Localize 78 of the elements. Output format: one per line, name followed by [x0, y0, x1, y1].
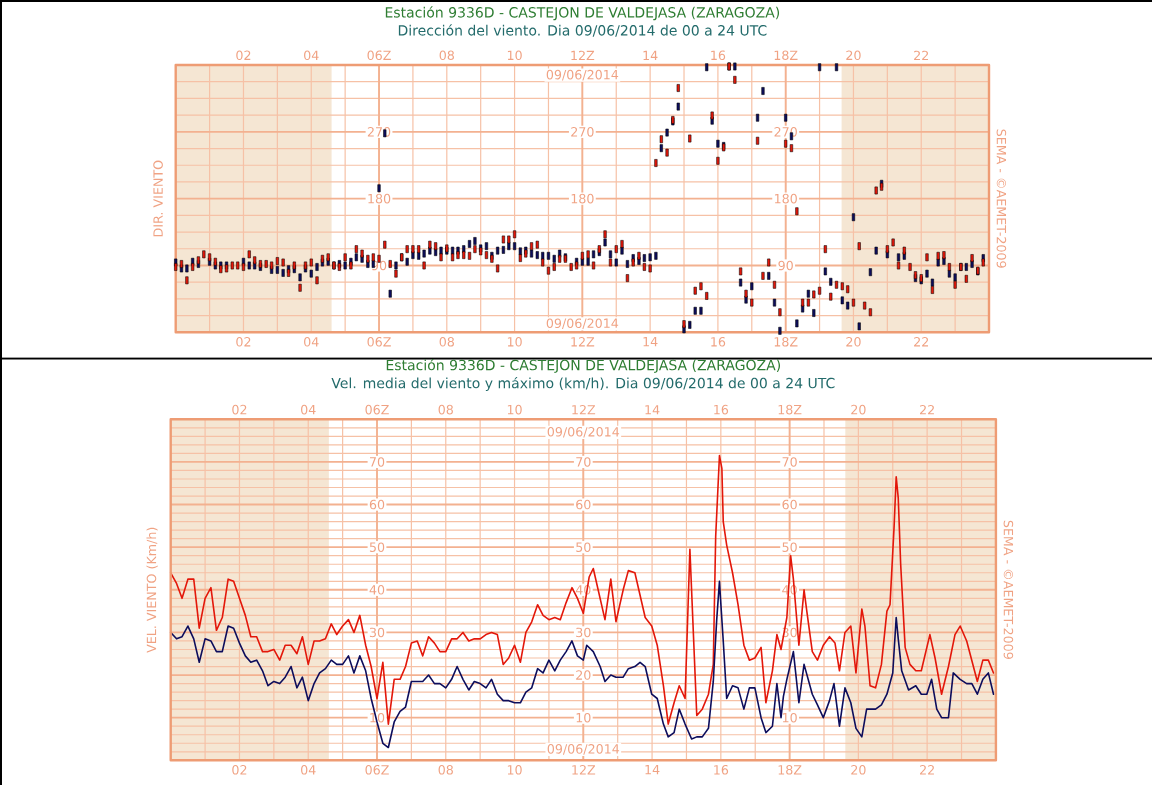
y3-tick-label: 70 [782, 457, 797, 467]
y-tick-label: 180 [368, 193, 391, 204]
x-tick-label: 12Z [572, 765, 596, 775]
x2-tick-label: 06Z [367, 50, 391, 61]
x-tick-label: 10 [507, 765, 522, 775]
x2-tick-label: 20 [851, 404, 866, 415]
y2-tick-label: 70 [576, 457, 591, 467]
x2-tick-label: 18Z [778, 404, 802, 415]
text: SEMA - ©AEMET-2009 [1003, 520, 1014, 659]
line-series [169, 454, 995, 725]
x-tick-label: 02 [232, 765, 247, 775]
y-axis-title: DIR. VIENTO [153, 160, 163, 237]
x2-tick-label: 20 [846, 50, 861, 61]
x-tick-label: 08 [439, 337, 454, 347]
y2-tick-label: 50 [576, 542, 591, 552]
x2-tick-label: 08 [438, 404, 453, 415]
x-tick-label: 16 [711, 337, 726, 347]
x-tick-label: 12Z [571, 337, 595, 347]
chart-title: Estación 9336D - CASTEJON DE VALDEJASA (ZARAGOZA) [385, 6, 780, 21]
chart-subtitle: Vel. media del viento y máximo (km/h). Dia 09/06/2014 de 00 a 24 UTC [331, 376, 835, 392]
y2-tick-label: 30 [576, 627, 591, 638]
text: SEMA - ©AEMET-2009 [996, 129, 1007, 268]
y-tick-label: 70 [369, 457, 385, 467]
x2-tick-label: 04 [301, 404, 316, 415]
y-tick-label: 40 [369, 585, 385, 595]
y2-tick-label: 20 [576, 670, 591, 680]
x-tick-label: 02 [236, 337, 251, 347]
y-tick-label: 60 [369, 499, 385, 510]
y3-tick-label: 270 [774, 127, 797, 137]
x2-tick-label: 10 [507, 404, 522, 415]
x2-tick-label: 02 [232, 404, 247, 415]
y-tick-label: 30 [369, 627, 385, 638]
annotation: 09/06/2014 [547, 426, 620, 438]
x-tick-label: 18Z [774, 337, 798, 347]
x2-tick-label: 12Z [572, 404, 596, 415]
x-tick-label: 20 [846, 337, 861, 347]
chart-title: Estación 9336D - CASTEJON DE VALDEJASA (ZARAGOZA) [386, 358, 781, 373]
x-tick-label: 22 [920, 765, 934, 775]
y3-tick-label: 180 [775, 193, 797, 204]
y2-tick-label: 180 [571, 193, 594, 204]
annotation: 09/06/2014 [547, 744, 620, 755]
x2-tick-label: 16 [711, 50, 726, 61]
x2-tick-label: 12Z [571, 50, 595, 61]
y-tick-label: 50 [369, 542, 385, 552]
x-tick-label: 20 [851, 765, 866, 775]
x-tick-label: 14 [645, 765, 660, 775]
x-tick-label: 18Z [778, 765, 802, 775]
x2-tick-label: 18Z [774, 50, 798, 61]
annotation: 09/06/2014 [546, 69, 619, 81]
x-tick-label: 06Z [365, 765, 389, 775]
y2-tick-label: 10 [576, 712, 591, 723]
x-tick-label: 22 [914, 337, 929, 347]
x2-tick-label: 14 [645, 405, 660, 415]
x2-tick-label: 22 [920, 404, 934, 415]
x-tick-label: 14 [643, 337, 658, 347]
x-tick-label: 16 [714, 765, 729, 775]
y2-tick-label: 270 [571, 127, 594, 137]
x2-tick-label: 04 [304, 50, 319, 61]
y2-tick-label: 60 [576, 499, 591, 510]
y3-tick-label: 90 [778, 260, 793, 271]
x2-tick-label: 06Z [365, 404, 389, 415]
x-tick-label: 04 [304, 337, 319, 347]
x-tick-label: 04 [301, 765, 316, 775]
y3-tick-label: 60 [782, 499, 797, 510]
x2-tick-label: 02 [236, 50, 251, 61]
x2-tick-label: 14 [643, 50, 658, 61]
x-tick-label: 08 [438, 765, 453, 775]
y3-tick-label: 50 [782, 542, 797, 552]
x-tick-label: 06Z [367, 337, 391, 347]
annotation: 09/06/2014 [546, 318, 619, 330]
x2-tick-label: 10 [507, 50, 522, 61]
x-tick-label: 10 [507, 337, 522, 347]
y-axis-title: VEL. VIENTO (Km/h) [146, 527, 158, 653]
x2-tick-label: 08 [439, 50, 454, 61]
x2-tick-label: 22 [914, 50, 929, 61]
x2-tick-label: 16 [714, 404, 729, 415]
chart-subtitle: Dirección del viento. Dia 09/06/2014 de 00 a 24 UTC [398, 24, 767, 37]
y3-tick-label: 10 [782, 712, 797, 723]
